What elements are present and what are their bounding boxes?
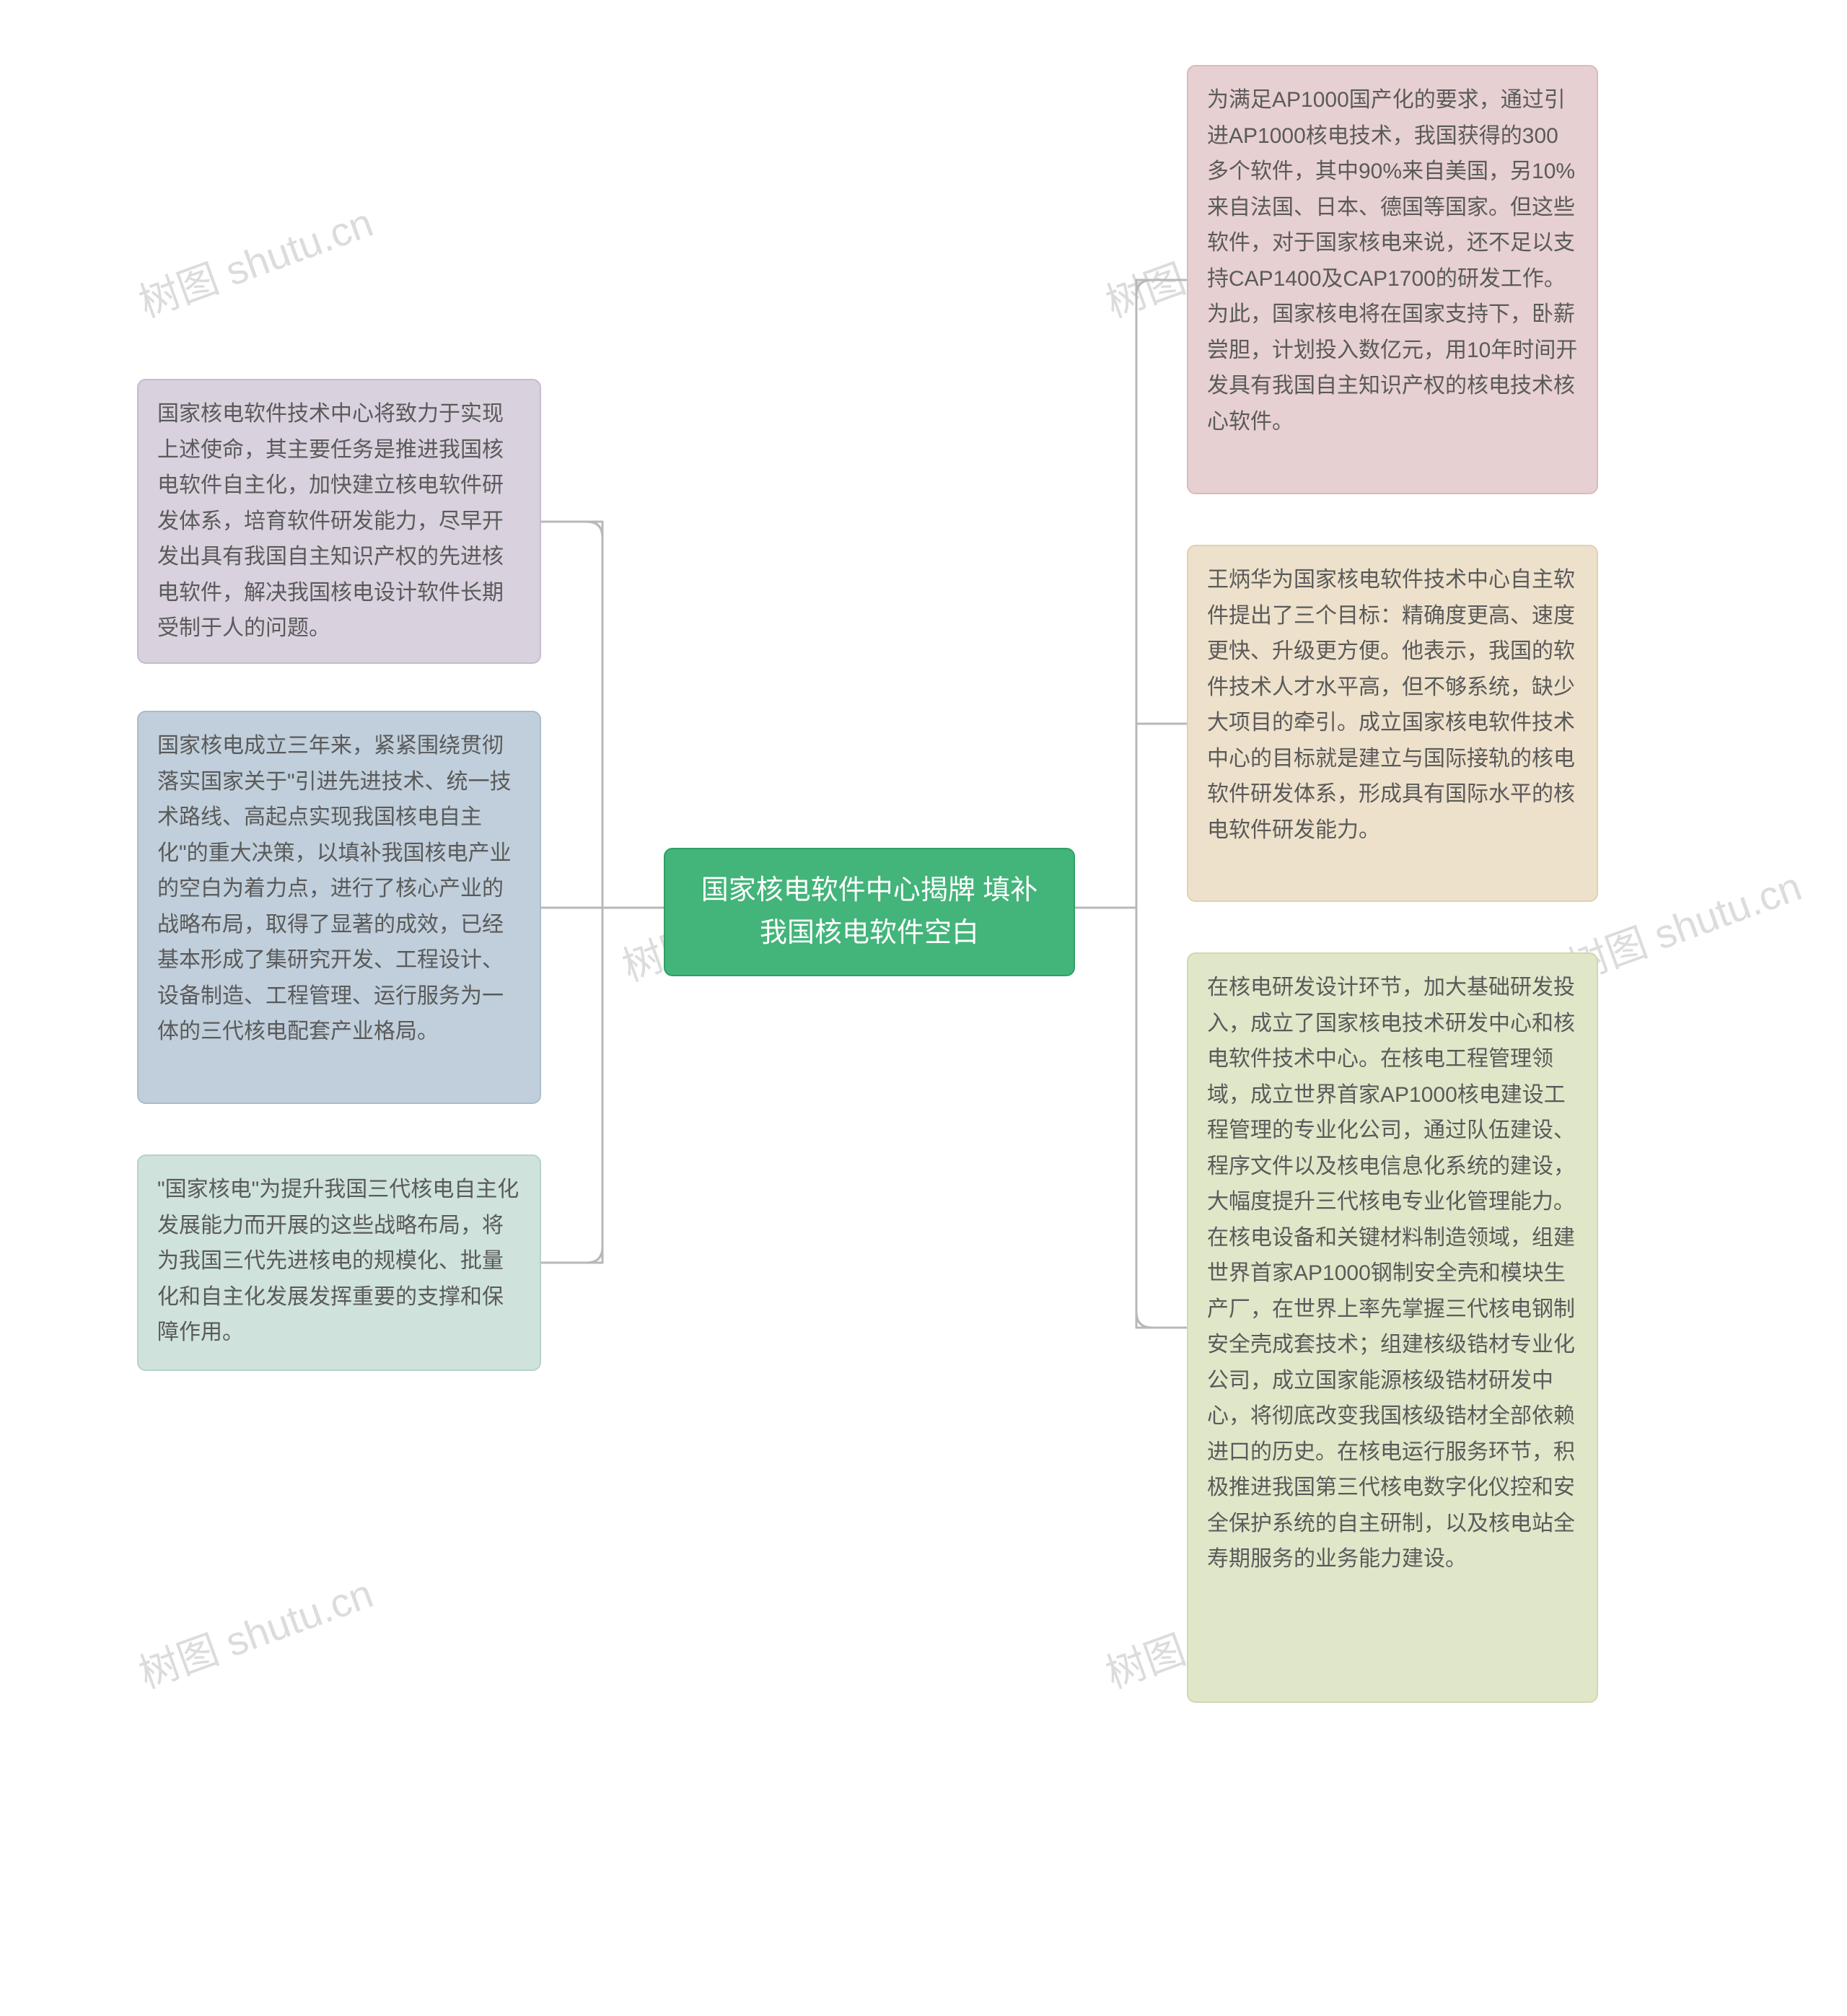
watermark-text: 树图 shutu.cn [130, 190, 380, 329]
watermark-text: 树图 shutu.cn [130, 1561, 380, 1700]
right-node-3: 在核电研发设计环节，加大基础研发投入，成立了国家核电技术研发中心和核电软件技术中… [1187, 952, 1598, 1703]
center-node-text: 国家核电软件中心揭牌 填补我国核电软件空白 [701, 875, 1038, 948]
left-node-1-text: 国家核电软件技术中心将致力于实现上述使命，其主要任务是推进我国核电软件自主化，加… [157, 402, 504, 640]
left-node-2: 国家核电成立三年来，紧紧围绕贯彻落实国家关于"引进先进技术、统一技术路线、高起点… [137, 711, 541, 1104]
left-node-3: "国家核电"为提升我国三代核电自主化发展能力而开展的这些战略布局，将为我国三代先… [137, 1154, 541, 1371]
right-node-1-text: 为满足AP1000国产化的要求，通过引进AP1000核电技术，我国获得的300多… [1207, 88, 1577, 434]
right-node-2: 王炳华为国家核电软件技术中心自主软件提出了三个目标：精确度更高、速度更快、升级更… [1187, 545, 1598, 902]
right-node-2-text: 王炳华为国家核电软件技术中心自主软件提出了三个目标：精确度更高、速度更快、升级更… [1207, 568, 1575, 842]
center-node: 国家核电软件中心揭牌 填补我国核电软件空白 [664, 848, 1075, 976]
left-node-3-text: "国家核电"为提升我国三代核电自主化发展能力而开展的这些战略布局，将为我国三代先… [157, 1178, 519, 1344]
left-node-2-text: 国家核电成立三年来，紧紧围绕贯彻落实国家关于"引进先进技术、统一技术路线、高起点… [157, 734, 512, 1043]
right-node-1: 为满足AP1000国产化的要求，通过引进AP1000核电技术，我国获得的300多… [1187, 65, 1598, 494]
right-node-3-text: 在核电研发设计环节，加大基础研发投入，成立了国家核电技术研发中心和核电软件技术中… [1207, 976, 1575, 1571]
left-node-1: 国家核电软件技术中心将致力于实现上述使命，其主要任务是推进我国核电软件自主化，加… [137, 379, 541, 664]
